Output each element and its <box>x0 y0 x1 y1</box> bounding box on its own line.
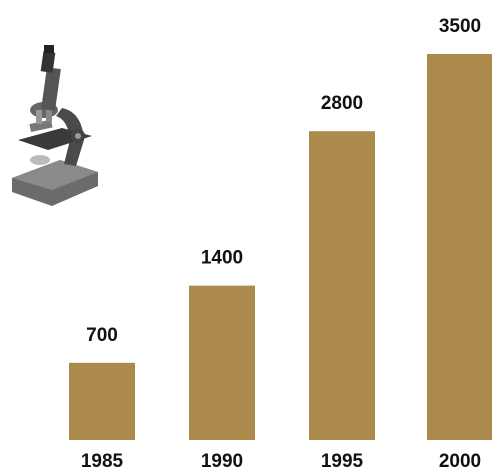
bar-2000 <box>427 54 492 440</box>
value-label-1985: 700 <box>86 325 118 346</box>
bars-group <box>69 54 492 440</box>
value-label-1995: 2800 <box>321 93 363 114</box>
value-label-1990: 1400 <box>201 248 243 269</box>
x-tick-label-1985: 1985 <box>81 451 124 472</box>
bar-1995 <box>309 131 375 440</box>
microscope-icon <box>12 45 98 206</box>
x-tick-label-1995: 1995 <box>321 451 364 472</box>
value-labels-group: 700 1400 2800 3500 <box>86 16 481 346</box>
value-label-2000: 3500 <box>439 16 481 37</box>
x-axis-labels-group: 1985 1990 1995 2000 <box>81 451 481 472</box>
bar-1990 <box>189 285 255 440</box>
bar-1985 <box>69 362 135 440</box>
x-tick-label-2000: 2000 <box>439 451 481 472</box>
x-tick-label-1990: 1990 <box>201 451 243 472</box>
